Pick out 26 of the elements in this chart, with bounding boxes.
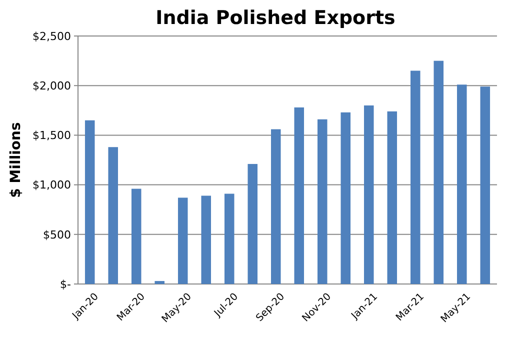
bar — [364, 105, 374, 284]
y-tick-label: $1,000 — [32, 178, 71, 192]
bar — [480, 86, 490, 284]
bar — [410, 70, 420, 284]
bar — [178, 198, 188, 284]
y-axis-title: $ Millions — [8, 122, 24, 198]
bar — [248, 164, 258, 284]
y-tick-label: $2,500 — [32, 30, 71, 43]
bar — [294, 107, 304, 284]
bar — [317, 119, 328, 284]
y-tick-label: $- — [60, 278, 72, 291]
bar — [340, 112, 351, 284]
bar — [434, 60, 444, 284]
chart-title: India Polished Exports — [156, 7, 396, 29]
bar — [84, 120, 95, 284]
bar — [201, 196, 211, 284]
bar — [224, 194, 234, 284]
bar — [270, 129, 281, 284]
y-tick-label: $2,000 — [32, 79, 71, 92]
bar — [131, 188, 142, 284]
y-tick-label: $500 — [43, 228, 71, 242]
bar — [108, 147, 118, 284]
bar — [457, 84, 467, 284]
bar — [154, 281, 164, 284]
bar — [387, 111, 398, 284]
y-tick-label: $1,500 — [32, 129, 71, 142]
